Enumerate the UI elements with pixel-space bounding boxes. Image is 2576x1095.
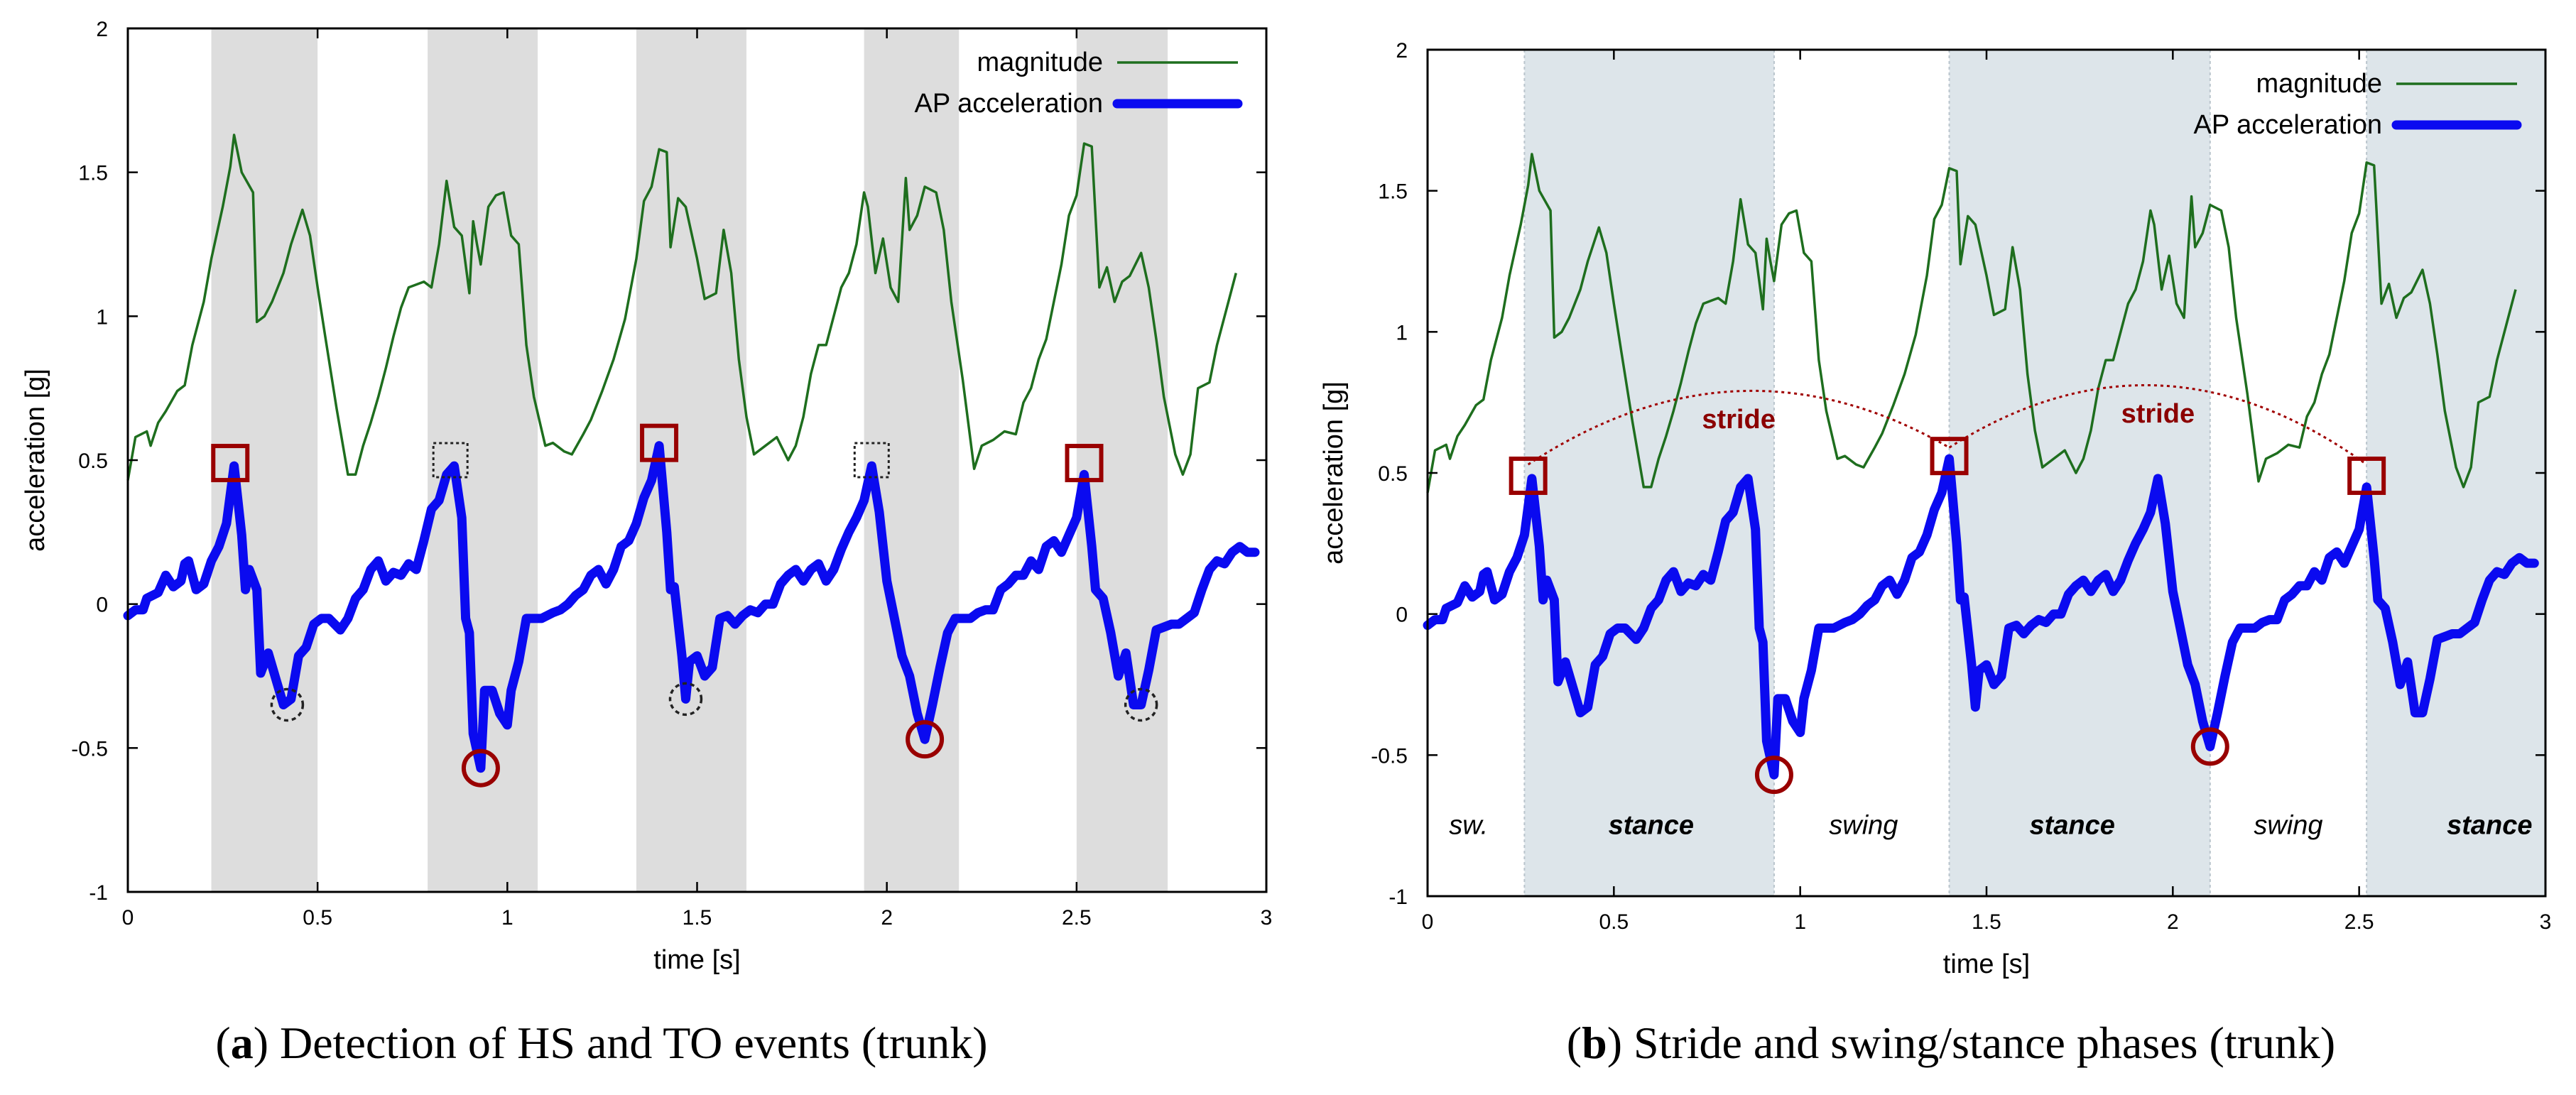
heel-strike-candidate-marker xyxy=(853,442,890,479)
toe-off-marker xyxy=(906,720,945,759)
y-axis-label: acceleration [g] xyxy=(1319,381,1349,565)
stride-label: stride xyxy=(2121,399,2195,429)
y-tick-label: -1 xyxy=(89,881,108,905)
heel-strike-marker xyxy=(1930,437,1969,476)
phase-band xyxy=(864,28,960,892)
magnitude-line xyxy=(126,134,1237,481)
x-tick-label: 2 xyxy=(881,906,893,930)
y-tick-label: 0.5 xyxy=(78,450,108,473)
y-tick-label: 0 xyxy=(1396,604,1408,627)
x-tick-label: 2.5 xyxy=(1062,906,1092,930)
magnitude-line xyxy=(1426,153,2517,494)
legend-label: magnitude xyxy=(2256,69,2382,99)
y-tick-label: 1.5 xyxy=(78,162,108,185)
phase-label-swing: swing xyxy=(1829,811,1898,841)
x-tick-label: 0.5 xyxy=(1599,910,1629,934)
heel-strike-marker xyxy=(2347,456,2386,495)
legend-label: AP acceleration xyxy=(915,89,1103,119)
y-tick-label: 2 xyxy=(1396,39,1408,62)
toe-off-marker xyxy=(1754,756,1793,795)
phase-label-swing: swing xyxy=(2254,811,2322,841)
x-tick-label: 0 xyxy=(1422,910,1434,934)
y-tick-label: -0.5 xyxy=(71,737,108,761)
y-tick-label: 1.5 xyxy=(1378,180,1408,204)
x-tick-label: 0.5 xyxy=(303,906,332,930)
x-tick-label: 2 xyxy=(2167,910,2179,934)
y-tick-label: -0.5 xyxy=(1371,744,1408,768)
heel-strike-marker xyxy=(1065,444,1104,483)
heel-strike-marker xyxy=(640,423,679,462)
y-tick-label: 1 xyxy=(96,305,108,329)
heel-strike-marker xyxy=(211,444,250,483)
phase-label-stance: stance xyxy=(1609,811,1694,841)
phase-label-stance: stance xyxy=(2029,811,2114,841)
toe-off-candidate-marker xyxy=(1124,687,1158,722)
toe-off-marker xyxy=(2190,727,2229,766)
x-axis-label: time [s] xyxy=(653,945,740,975)
phase-band xyxy=(1949,50,2210,896)
x-tick-label: 1.5 xyxy=(683,906,712,930)
x-tick-label: 0 xyxy=(122,906,134,930)
y-tick-label: 2 xyxy=(96,18,108,41)
caption-a: (a) Detection of HS and TO events (trunk… xyxy=(215,1018,987,1068)
heel-strike-marker xyxy=(1509,456,1548,495)
caption-b: (b) Stride and swing/stance phases (trun… xyxy=(1567,1018,2335,1068)
phase-label-swing: sw. xyxy=(1449,811,1488,841)
toe-off-candidate-marker xyxy=(668,682,703,717)
panel-a-chart: 0 0.5 1 1.5 2 2.5 3 -1 -0.5 0 0.5 1 1.5 2 time [s] acce… xyxy=(21,18,1272,975)
x-axis-label: time [s] xyxy=(1943,949,2030,979)
x-tick-label: 2.5 xyxy=(2344,910,2374,934)
x-tick-label: 3 xyxy=(1261,906,1273,930)
stride-arc xyxy=(1527,389,1950,466)
toe-off-candidate-marker xyxy=(270,687,305,722)
toe-off-marker xyxy=(461,748,500,788)
y-tick-label: -1 xyxy=(1388,886,1408,909)
stride-arc xyxy=(1948,383,2368,466)
phase-band xyxy=(1524,50,1774,896)
phase-band xyxy=(211,28,318,892)
stride-label: stride xyxy=(1702,405,1775,435)
legend-label: magnitude xyxy=(977,48,1103,77)
x-tick-label: 1.5 xyxy=(1972,910,2001,934)
legend-label: AP acceleration xyxy=(2194,110,2382,140)
y-tick-label: 0 xyxy=(96,594,108,617)
phase-band xyxy=(1076,28,1168,892)
x-tick-label: 3 xyxy=(2540,910,2552,934)
panel-b-chart: stride stride sw. stance swing stance swing sta… xyxy=(1319,39,2551,979)
ap-acceleration-line xyxy=(1423,454,2539,780)
heel-strike-candidate-marker xyxy=(432,442,469,479)
ap-acceleration-line xyxy=(123,441,1260,773)
x-tick-label: 1 xyxy=(1794,910,1806,934)
y-tick-label: 0.5 xyxy=(1378,462,1408,486)
phase-label-stance: stance xyxy=(2447,811,2532,841)
y-axis-label: acceleration [g] xyxy=(21,369,50,552)
x-tick-label: 1 xyxy=(501,906,513,930)
y-tick-label: 1 xyxy=(1396,321,1408,344)
phase-band xyxy=(2366,50,2545,896)
